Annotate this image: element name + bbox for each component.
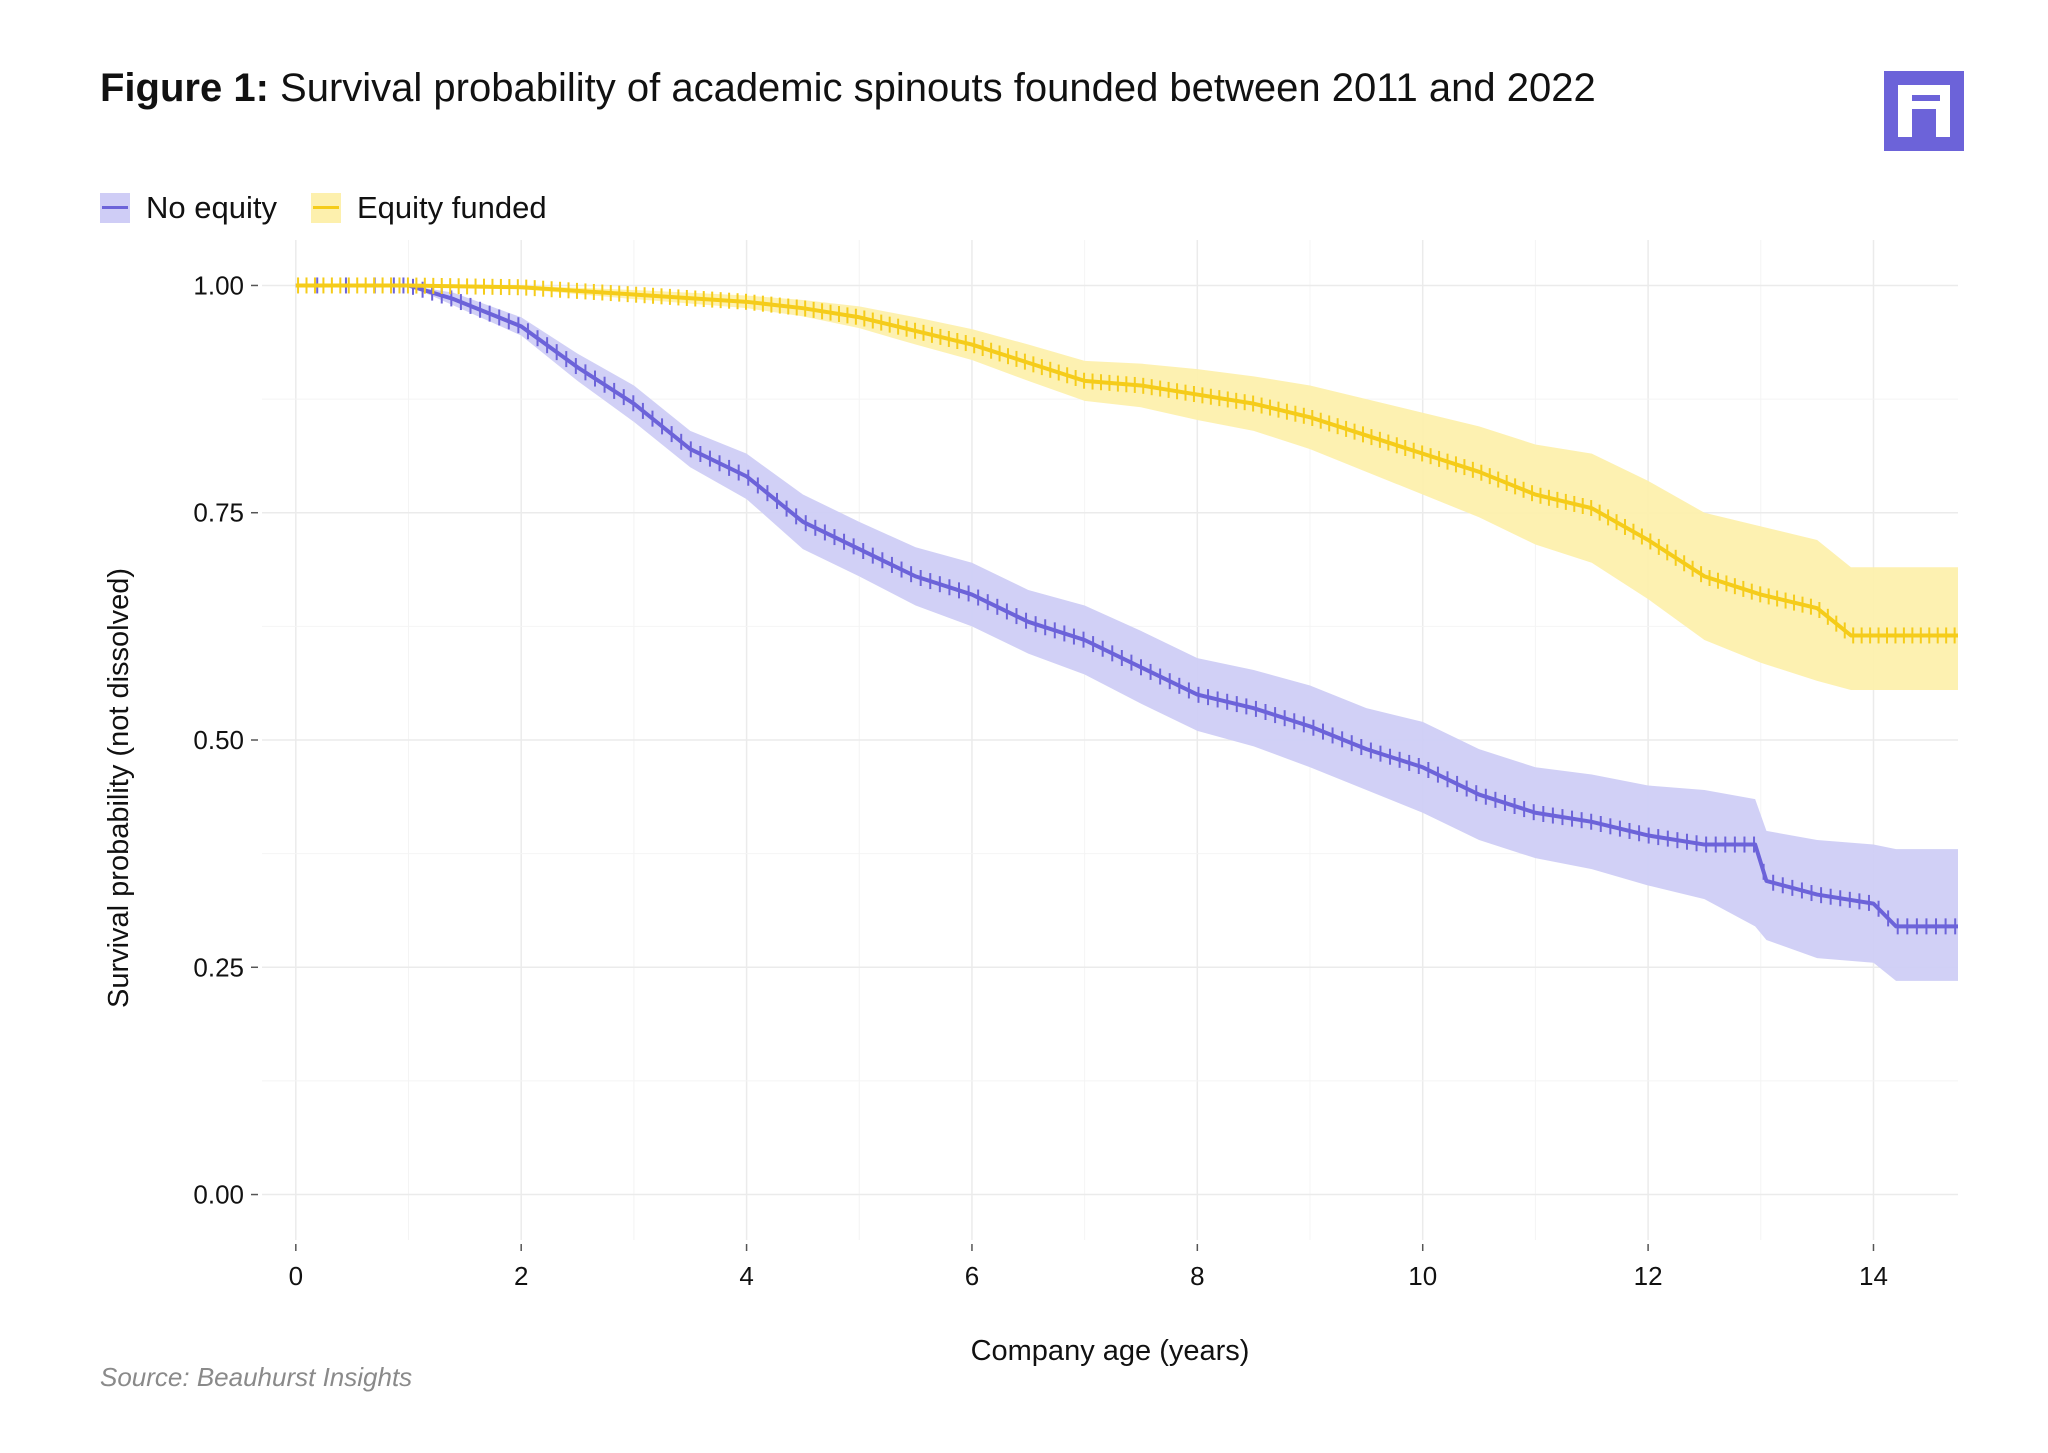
axis-ticks: 0 2 4 6 8 10 12 14 0.00 0.25 0.50 0.75 1.00 bbox=[193, 270, 1888, 1291]
y-tick-label: 0.00 bbox=[193, 1180, 244, 1210]
x-tick-label: 14 bbox=[1859, 1261, 1888, 1291]
legend-label-equity-funded: Equity funded bbox=[356, 190, 547, 225]
y-tick-label: 0.25 bbox=[193, 952, 244, 982]
chart-legend: No equity Equity funded bbox=[100, 188, 581, 228]
x-tick-label: 8 bbox=[1190, 1261, 1204, 1291]
x-tick-label: 10 bbox=[1408, 1261, 1437, 1291]
y-tick-label: 0.50 bbox=[193, 725, 244, 755]
legend-item-equity-funded[interactable]: Equity funded bbox=[310, 190, 547, 226]
beauhurst-logo-icon bbox=[1884, 71, 1964, 151]
figure-title: Survival probability of academic spinout… bbox=[280, 66, 1596, 110]
legend-label-no-equity: No equity bbox=[146, 190, 277, 225]
line-equity-funded bbox=[295, 283, 1958, 638]
survival-lines bbox=[295, 277, 1958, 935]
band-equity-funded bbox=[295, 285, 1958, 690]
x-axis-title: Company age (years) bbox=[971, 1335, 1250, 1367]
x-tick-label: 4 bbox=[739, 1261, 753, 1291]
y-axis-title: Survival probability (not dissolved) bbox=[103, 568, 135, 1008]
grid-layer bbox=[262, 240, 1958, 1240]
y-tick-label: 0.75 bbox=[193, 498, 244, 528]
source-note: Source: Beauhurst Insights bbox=[100, 1362, 413, 1392]
legend-item-no-equity[interactable]: No equity bbox=[100, 190, 277, 226]
legend-key-no-equity bbox=[100, 193, 130, 223]
x-tick-label: 6 bbox=[965, 1261, 979, 1291]
figure-label: Figure 1: bbox=[100, 66, 269, 110]
x-tick-label: 12 bbox=[1634, 1261, 1663, 1291]
x-tick-label: 0 bbox=[289, 1261, 303, 1291]
x-tick-label: 2 bbox=[514, 1261, 528, 1291]
y-tick-label: 1.00 bbox=[193, 270, 244, 300]
legend-key-equity-funded bbox=[310, 193, 341, 223]
page-title: Figure 1: Survival probability of academ… bbox=[100, 66, 1596, 111]
